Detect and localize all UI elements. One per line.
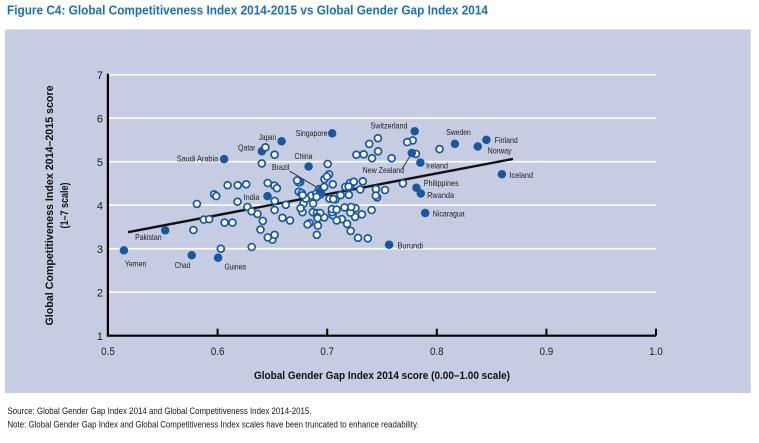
- svg-text:Note: Global Gender Gap Index: Note: Global Gender Gap Index and Global…: [8, 419, 419, 429]
- svg-text:Norway: Norway: [488, 146, 513, 156]
- svg-text:Sweden: Sweden: [446, 127, 471, 137]
- svg-text:6: 6: [97, 113, 103, 125]
- svg-text:0.6: 0.6: [211, 346, 225, 358]
- svg-text:Burundi: Burundi: [398, 240, 424, 250]
- svg-text:2: 2: [97, 287, 103, 299]
- svg-text:Nicaragua: Nicaragua: [433, 208, 465, 218]
- svg-text:1: 1: [97, 331, 103, 343]
- svg-text:0.7: 0.7: [320, 346, 334, 358]
- svg-text:4: 4: [97, 200, 103, 212]
- svg-text:Pakistan: Pakistan: [135, 232, 162, 242]
- svg-text:(1–7 scale): (1–7 scale): [59, 182, 71, 228]
- svg-text:5: 5: [97, 157, 103, 169]
- svg-text:Ireland: Ireland: [426, 160, 448, 170]
- svg-text:Figure C4: Global Competitiven: Figure C4: Global Competitiveness Index …: [7, 3, 489, 18]
- svg-text:Singapore: Singapore: [296, 128, 328, 138]
- svg-text:Yemen: Yemen: [125, 258, 147, 268]
- svg-text:Guinea: Guinea: [225, 261, 247, 271]
- svg-text:3: 3: [97, 244, 103, 256]
- svg-text:0.9: 0.9: [540, 346, 554, 358]
- svg-text:Iceland: Iceland: [510, 170, 534, 180]
- svg-text:7: 7: [97, 70, 103, 82]
- svg-text:0.8: 0.8: [430, 346, 444, 358]
- svg-text:Brazil: Brazil: [272, 162, 290, 172]
- svg-text:Switzerland: Switzerland: [371, 121, 408, 131]
- svg-text:Source: Global Gender Gap Inde: Source: Global Gender Gap Index 2014 and…: [8, 406, 312, 416]
- svg-text:Rwanda: Rwanda: [427, 190, 454, 200]
- svg-text:Finland: Finland: [495, 135, 518, 145]
- svg-text:Global Gender Gap Index 2014 s: Global Gender Gap Index 2014 score (0.00…: [254, 370, 510, 382]
- svg-text:India: India: [244, 192, 260, 202]
- svg-text:Qatar: Qatar: [238, 143, 256, 153]
- svg-text:New Zealand: New Zealand: [363, 165, 405, 175]
- svg-text:1.0: 1.0: [649, 346, 663, 358]
- svg-text:Chad: Chad: [175, 260, 191, 270]
- svg-text:China: China: [295, 151, 313, 161]
- svg-text:0.5: 0.5: [101, 346, 115, 358]
- svg-text:Saudi Arabia: Saudi Arabia: [177, 153, 219, 163]
- svg-text:Japan: Japan: [259, 132, 276, 142]
- svg-text:Philippines: Philippines: [424, 178, 459, 188]
- svg-text:Global Competitiveness Index 2: Global Competitiveness Index 2014–2015 s…: [44, 86, 56, 326]
